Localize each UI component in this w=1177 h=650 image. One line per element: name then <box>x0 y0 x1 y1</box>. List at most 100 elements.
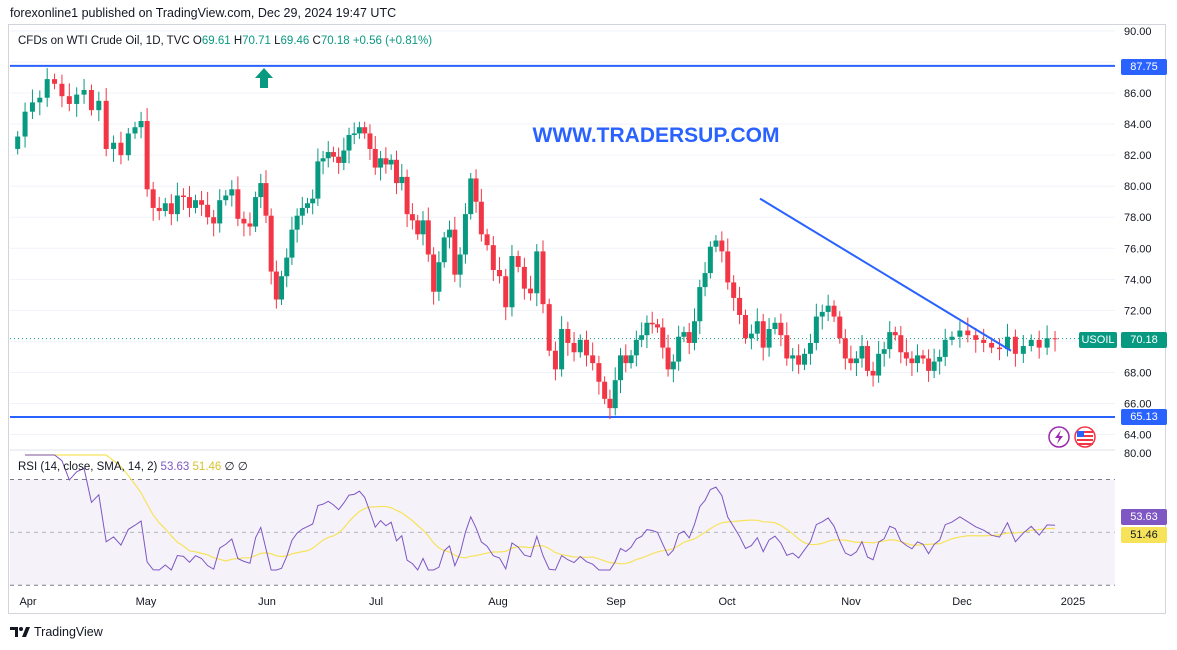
candle-body <box>957 330 963 337</box>
candle-body <box>565 328 571 343</box>
candle-body <box>1028 339 1034 347</box>
candle-body <box>778 322 784 336</box>
candle-body <box>949 336 955 340</box>
candle-body <box>325 152 331 159</box>
candle-body <box>831 305 837 317</box>
price-tick-label: 80.00 <box>1124 181 1152 193</box>
candle-body <box>103 100 109 149</box>
candle-body <box>310 198 316 204</box>
candle-body <box>144 121 150 190</box>
time-tick-label: 2025 <box>1061 596 1085 608</box>
rsi-title: RSI (14, close, SMA, 14, 2) <box>18 461 158 473</box>
candle-body <box>760 321 766 348</box>
candle-body <box>205 204 211 218</box>
price-axis: 90.00 86.00 84.00 82.00 80.00 78.00 76.00 74.00… <box>1124 26 1152 442</box>
candle-body <box>853 358 859 364</box>
candle-body <box>702 273 708 288</box>
rsi-legend: RSI (14, close, SMA, 14, 2) 53.63 51.46 … <box>18 459 248 473</box>
candle-body <box>742 315 748 339</box>
candle-body <box>431 254 437 292</box>
price-tick-label: 78.00 <box>1124 212 1152 224</box>
time-tick-label: Sep <box>606 596 626 608</box>
candle-body <box>898 335 904 353</box>
candle-body <box>273 271 279 300</box>
candle-body <box>892 332 898 336</box>
candle-body <box>15 136 21 149</box>
trendline-line <box>759 197 1012 352</box>
candle-body <box>150 189 156 208</box>
candle-body <box>279 276 285 300</box>
rsi-last-label: 53.63 <box>1121 509 1167 525</box>
candle-body <box>29 102 35 112</box>
publisher-line: forexonline1 published on TradingView.co… <box>10 6 397 20</box>
up-arrow-icon <box>255 68 273 88</box>
candle-body <box>590 355 596 364</box>
rsi-value: 53.63 <box>160 461 190 473</box>
candle-body <box>441 237 447 263</box>
candle-body <box>686 332 692 343</box>
candle-body <box>162 203 168 212</box>
candle-body <box>305 203 310 208</box>
candle-body <box>552 350 558 370</box>
rsi-tick-label: 80.00 <box>1124 448 1152 460</box>
time-tick-label: Dec <box>952 596 972 608</box>
candle-body <box>848 358 854 364</box>
candle-body <box>436 262 442 292</box>
candle-body <box>802 353 808 365</box>
candle-body <box>842 338 848 359</box>
low-value: 69.46 <box>280 35 310 47</box>
open-value: 69.61 <box>201 35 231 47</box>
candle-body <box>253 197 259 227</box>
candle-body <box>229 189 235 196</box>
candle-body <box>111 142 117 149</box>
rsi-sma-value: 51.46 <box>192 461 222 473</box>
candle-body <box>96 100 102 111</box>
candle-body <box>655 324 660 328</box>
footer[interactable]: TradingView <box>10 625 103 639</box>
candle-body <box>1036 339 1042 348</box>
candle-body <box>378 158 384 168</box>
candle-body <box>865 346 871 371</box>
time-tick-label: Apr <box>19 596 36 608</box>
ohlc-legend: CFDs on WTI Crude Oil, 1D, TVC O69.61 H7… <box>18 35 433 47</box>
candle-body <box>118 142 124 156</box>
candle-body <box>920 355 926 359</box>
candle-body <box>813 316 819 343</box>
symbol-tag: USOIL <box>1079 332 1117 348</box>
candle-body <box>372 148 378 168</box>
trendline <box>759 197 1012 352</box>
candle-body <box>697 287 703 322</box>
candle-body <box>876 353 882 376</box>
price-tick-label: 66.00 <box>1124 398 1152 410</box>
candle-body <box>351 133 357 135</box>
price-tick-label: 68.00 <box>1124 367 1152 379</box>
candle-body <box>887 332 893 350</box>
candle-body <box>596 363 602 382</box>
flash-icon[interactable] <box>1048 426 1070 448</box>
watermark-text: WWW.TRADERSUP.COM <box>533 124 780 147</box>
candle-body <box>914 355 920 364</box>
candle-body <box>731 282 737 298</box>
candle-body <box>725 251 731 283</box>
candle-body <box>909 358 915 364</box>
rsi-pane: 80.0056.9448.91 <box>10 448 1152 586</box>
time-tick-label: Nov <box>841 596 861 608</box>
candle-body <box>973 335 979 340</box>
candle-body <box>559 328 565 370</box>
candle-body <box>330 152 336 157</box>
support-price-label: 65.13 <box>1121 409 1167 425</box>
candle-body <box>484 234 490 246</box>
candle-body <box>623 355 629 364</box>
candle-body <box>521 266 527 289</box>
candle-body <box>462 214 468 255</box>
candle-body <box>707 246 713 274</box>
candle-body <box>497 270 503 277</box>
candle-body <box>425 220 431 255</box>
time-tick-label: Jul <box>369 596 383 608</box>
candle-body <box>241 218 247 224</box>
candle-body <box>713 240 719 247</box>
us-flag-icon[interactable] <box>1074 426 1096 448</box>
candle-body <box>859 346 865 359</box>
candle-body <box>81 89 87 95</box>
